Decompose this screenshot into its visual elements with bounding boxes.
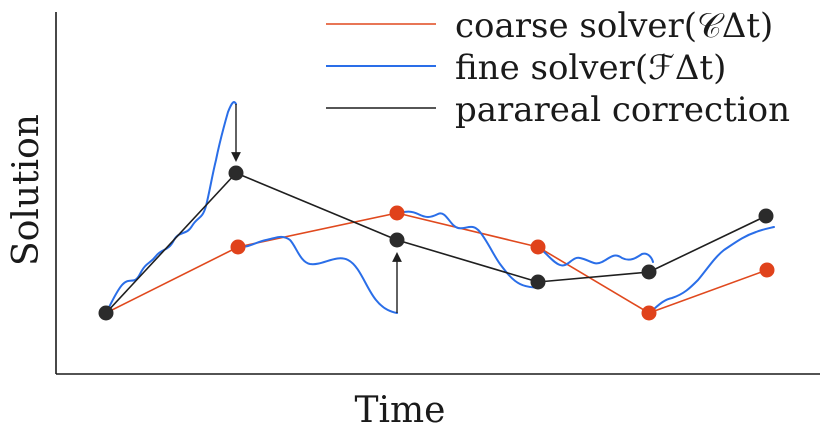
legend-label-fine: fine solver(ℱΔt)	[455, 48, 726, 88]
coarse-segment	[537, 246, 650, 314]
coarse-node	[389, 205, 405, 221]
fine-solver-lines	[105, 101, 775, 314]
fine-segment	[537, 246, 654, 267]
correction-segment	[648, 215, 767, 273]
fine-segment	[237, 235, 398, 314]
correction-segment	[105, 172, 237, 314]
correction-node	[228, 165, 244, 181]
black-nodes	[98, 165, 774, 321]
correction-node	[641, 264, 657, 280]
coarse-node	[230, 239, 246, 255]
fine-segment	[396, 210, 539, 289]
correction-segment	[537, 271, 650, 283]
legend-label-correction: parareal correction	[455, 90, 790, 130]
red-nodes	[230, 205, 775, 321]
correction-segment	[396, 239, 539, 283]
coarse-node	[530, 239, 546, 255]
fine-segment	[105, 101, 237, 314]
correction-node	[758, 208, 774, 224]
y-axis-label: Solution	[6, 114, 47, 266]
correction-segment	[235, 172, 398, 241]
legend-label-coarse: coarse solver(𝒞Δt)	[455, 6, 773, 46]
coarse-segment	[648, 269, 768, 314]
correction-node	[530, 274, 546, 290]
correction-lines	[105, 172, 767, 314]
fine-segment	[648, 226, 775, 314]
correction-node	[389, 232, 405, 248]
coarse-segment	[396, 212, 539, 248]
correction-node	[98, 305, 114, 321]
coarse-segment	[105, 246, 239, 314]
coarse-node	[759, 262, 775, 278]
x-axis-label: Time	[355, 390, 446, 431]
coarse-node	[641, 305, 657, 321]
legend: coarse solver(𝒞Δt) fine solver(ℱΔt) para…	[326, 6, 790, 130]
